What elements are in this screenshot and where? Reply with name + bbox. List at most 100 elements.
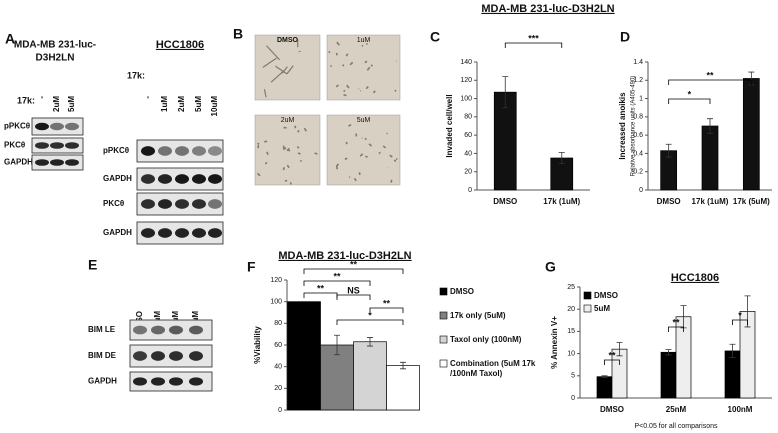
x-tick-label: 17k (1uM) [692, 197, 729, 206]
y-tick-label: 40 [464, 150, 472, 157]
bar [742, 78, 760, 191]
panel-letter: D [620, 29, 630, 45]
micrograph-label: DMSO [277, 37, 299, 44]
blot-band [50, 142, 64, 149]
blot-band [175, 174, 189, 184]
y-tick-label: 1.4 [633, 59, 643, 66]
lane-label: 2uM [171, 311, 180, 327]
row-label: BIM LE [88, 325, 116, 334]
blot-band [169, 325, 183, 335]
blot-band [192, 146, 206, 156]
significance-bracket [668, 326, 684, 332]
micrograph-label: 5uM [357, 117, 371, 124]
row-label: BIM DE [88, 351, 117, 360]
micrograph-label: 2uM [281, 117, 295, 124]
blot-band [141, 174, 155, 184]
y-tick-label: 20 [464, 169, 472, 176]
micrograph [326, 114, 401, 186]
y-axis-label: Increased anoikis [618, 92, 627, 160]
bar [320, 344, 354, 411]
chart-note: P<0.05 for all comparisons [634, 423, 718, 430]
blot-band [65, 142, 79, 149]
y-tick-label: 100 [270, 299, 282, 306]
blot-band [175, 199, 189, 209]
y-tick-label: 40 [274, 364, 282, 371]
row-label: GAPDH [103, 174, 132, 183]
y-axis-label: Invaded cell/well [445, 94, 454, 157]
treatment-label: 17k: [127, 70, 145, 80]
significance-label: ** [706, 70, 714, 80]
significance-label: * [688, 89, 692, 99]
blot-band [158, 174, 172, 184]
legend-label: DMSO [450, 287, 474, 296]
legend-label: 5uM [594, 304, 610, 313]
blot-band [133, 325, 147, 335]
lane-label: 5uM [67, 96, 76, 112]
blot-band [192, 228, 206, 238]
blot-band [158, 199, 172, 209]
significance-bracket [504, 42, 563, 48]
blot-band [141, 146, 155, 156]
y-tick-label: 80 [274, 320, 282, 327]
x-tick-label: DMSO [493, 197, 517, 206]
y-tick-label: 60 [274, 342, 282, 349]
panel-letter: F [247, 259, 256, 275]
treatment-label: 17k: [17, 95, 35, 105]
y-tick-label: 25 [567, 284, 575, 291]
blot-band [141, 228, 155, 238]
blot-band [175, 228, 189, 238]
lane-label: 1uM [153, 311, 162, 327]
error-bar [601, 375, 608, 378]
error-bar [616, 342, 623, 357]
blot-band [141, 199, 155, 209]
x-tick-label: 17k (1uM) [543, 197, 580, 206]
panel-letter: G [545, 259, 556, 275]
legend-swatch [583, 291, 592, 300]
lane-label: 1uM [160, 96, 169, 112]
bar [353, 341, 387, 411]
y-tick-label: 0 [639, 187, 643, 194]
panel-letter: E [88, 257, 97, 273]
error-bar [558, 152, 565, 164]
significance-bracket [336, 319, 404, 325]
legend-swatch [439, 359, 448, 368]
blot-band [158, 146, 172, 156]
blot-band [151, 377, 165, 386]
blot-band [35, 122, 49, 131]
significance-bracket [604, 359, 620, 365]
y-tick-label: 20 [274, 385, 282, 392]
blot-band [192, 174, 206, 184]
blot-band [189, 325, 203, 335]
bar [660, 351, 677, 399]
figure-title: MDA-MB 231-luc-D3H2LN [481, 3, 614, 15]
lane-label: 2uM [177, 96, 186, 112]
lane-label: 5uM [191, 311, 200, 327]
y-tick-label: 15 [567, 328, 575, 335]
significance-label: ** [333, 271, 341, 281]
row-label: pPKCθ [4, 122, 30, 131]
legend-label: Combination (5uM 17k/100nM Taxol) [450, 359, 536, 378]
blot-band [189, 351, 203, 361]
y-tick-label: 20 [567, 306, 575, 313]
error-bar [665, 143, 672, 158]
y-tick-label: 120 [270, 277, 282, 284]
legend-swatch [583, 304, 592, 313]
error-bar [502, 76, 509, 109]
bar [386, 365, 420, 411]
blot-band [169, 377, 183, 386]
legend-swatch [439, 311, 448, 320]
row-label: PKCθ [103, 199, 124, 208]
y-tick-label: 60 [464, 132, 472, 139]
blot-band [50, 122, 64, 131]
error-bar [400, 361, 406, 370]
significance-label: ** [608, 350, 616, 360]
blot-band [208, 228, 222, 238]
error-bar [729, 343, 736, 358]
blot-band [208, 199, 222, 209]
lane-label: 10uM [210, 96, 219, 117]
bar [287, 301, 321, 411]
row-label: pPKCθ [103, 146, 129, 155]
x-tick-label: 25nM [666, 405, 687, 414]
significance-label: *** [528, 33, 539, 43]
y-tick-label: 0 [571, 395, 575, 402]
